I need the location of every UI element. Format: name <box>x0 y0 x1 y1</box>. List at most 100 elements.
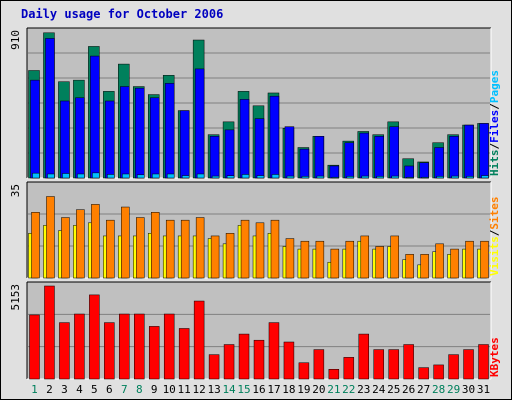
kbytes-bar <box>283 341 295 380</box>
files-bar <box>329 165 340 179</box>
kbytes-bar <box>448 354 459 380</box>
sites-bar <box>300 240 310 279</box>
files-bar <box>284 126 295 179</box>
files-bar <box>60 100 70 179</box>
legend-part: / <box>488 143 501 150</box>
kbytes-bar <box>89 294 100 380</box>
kbytes-bar <box>253 339 265 380</box>
sites-bar <box>315 240 325 279</box>
sites-bar <box>210 235 220 279</box>
pages-bar <box>406 176 414 179</box>
kbytes-bar <box>343 357 355 380</box>
side-legend: KBytes <box>488 337 501 377</box>
day-label: 1 <box>31 383 38 396</box>
files-bar <box>149 97 160 179</box>
pages-bar <box>47 173 55 179</box>
pages-bar <box>181 175 190 179</box>
pages-bar <box>77 173 85 179</box>
legend-part: / <box>488 103 501 110</box>
day-label: 19 <box>297 383 310 396</box>
day-label: 31 <box>477 383 490 396</box>
pages-bar <box>376 176 384 179</box>
sites-bar <box>465 240 474 279</box>
day-label: 3 <box>61 383 68 396</box>
y-axis-max-label: 5153 <box>9 284 22 311</box>
files-bar <box>179 110 190 179</box>
sites-bar <box>225 233 235 279</box>
pages-bar <box>451 175 459 179</box>
pages-bar <box>391 175 399 179</box>
pages-bar <box>436 176 444 179</box>
day-label: 6 <box>106 383 113 396</box>
legend-part: Sites <box>488 197 501 230</box>
day-label: 27 <box>417 383 430 396</box>
day-label: 20 <box>312 383 325 396</box>
kbytes-bar <box>373 349 384 380</box>
pages-bar <box>481 175 489 179</box>
sites-bar <box>255 222 265 279</box>
side-legend: Visits/Sites <box>488 197 501 277</box>
sites-bar <box>240 219 250 279</box>
pages-bar <box>62 173 70 179</box>
kbytes-bar <box>388 349 399 380</box>
legend-part: / <box>488 229 501 236</box>
sites-bar <box>405 254 414 279</box>
files-bar <box>374 136 384 179</box>
legend-part: Pages <box>488 70 501 103</box>
files-bar <box>344 142 355 179</box>
pages-bar <box>166 173 175 179</box>
y-axis-max-label: 910 <box>9 30 22 50</box>
pages-bar <box>256 175 265 179</box>
sites-bar <box>450 248 459 279</box>
pages-bar <box>107 174 115 179</box>
sites-bar <box>61 217 70 279</box>
kbytes-bar <box>418 367 429 380</box>
sites-bar <box>91 204 100 279</box>
sites-bar <box>165 219 175 279</box>
files-bar <box>105 100 115 179</box>
kbytes-bar <box>193 300 205 380</box>
day-label: 18 <box>282 383 295 396</box>
pages-bar <box>466 176 474 179</box>
sites-bar <box>345 240 355 279</box>
sites-bar <box>180 219 190 279</box>
files-bar <box>209 136 220 179</box>
sites-bar <box>136 217 145 279</box>
kbytes-bar <box>119 313 130 380</box>
legend-part: Hits <box>488 150 501 177</box>
pages-bar <box>271 174 280 179</box>
kbytes-bar <box>178 328 190 380</box>
files-bar <box>75 97 85 179</box>
kbytes-bar <box>313 349 325 380</box>
kbytes-bar <box>328 369 340 380</box>
sites-bar <box>150 212 160 279</box>
pages-bar <box>316 175 325 179</box>
files-bar <box>164 83 175 179</box>
day-label: 21 <box>327 383 340 396</box>
pages-bar <box>346 176 355 179</box>
day-label: 17 <box>267 383 280 396</box>
sites-bar <box>31 212 40 279</box>
kbytes-bar <box>268 322 280 380</box>
kbytes-bar <box>134 313 145 380</box>
chart-title: Daily usage for October 2006 <box>21 7 223 21</box>
legend-part: Visits <box>488 236 501 276</box>
pages-bar <box>226 175 235 179</box>
files-bar <box>419 162 429 179</box>
sites-bar <box>360 235 370 279</box>
files-bar <box>224 129 235 179</box>
pages-bar <box>122 173 130 179</box>
sites-bar <box>390 235 399 279</box>
day-label: 16 <box>252 383 265 396</box>
kbytes-bar <box>238 333 250 380</box>
pages-bar <box>421 176 429 179</box>
kbytes-bar <box>403 344 414 380</box>
kbytes-bar <box>74 313 85 380</box>
day-label: 2 <box>46 383 53 396</box>
pages-bar <box>196 173 205 179</box>
pages-bar <box>211 175 220 179</box>
day-label: 26 <box>402 383 415 396</box>
files-bar <box>404 165 414 179</box>
